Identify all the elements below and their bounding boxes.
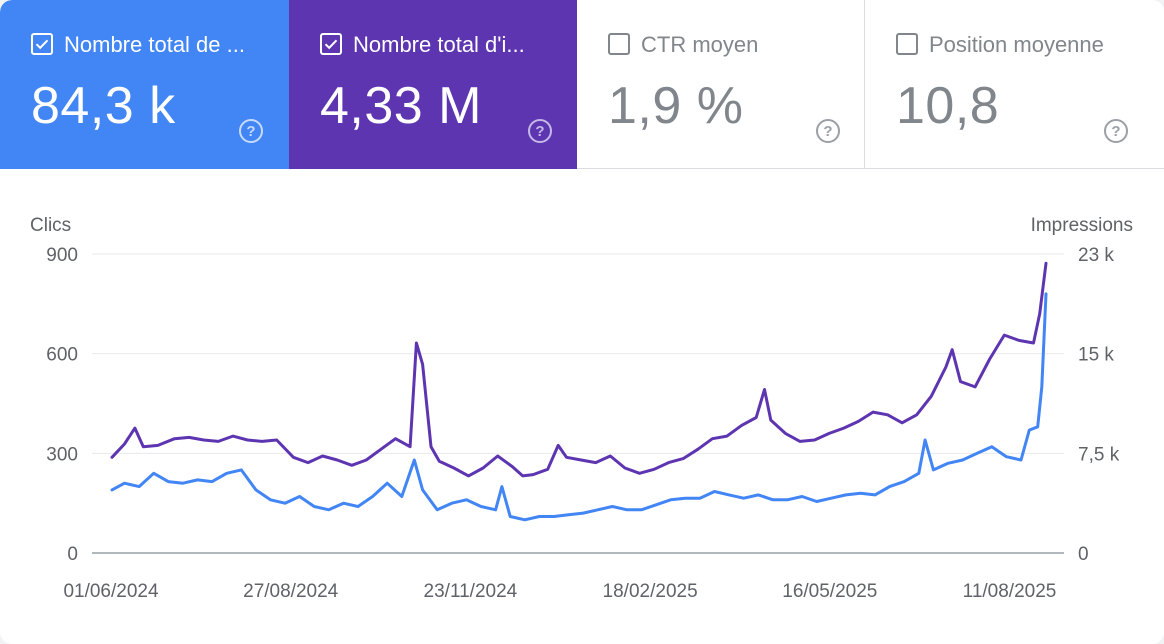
metric-tabs: Nombre total de ... 84,3 k ? Nombre tota… <box>0 0 1164 169</box>
y-right-tick-label: 23 k <box>1078 245 1114 266</box>
metric-value: 84,3 k <box>31 77 176 135</box>
svg-text:?: ? <box>535 123 544 140</box>
x-tick-label: 27/08/2024 <box>243 581 339 602</box>
y-left-tick-label: 0 <box>67 544 78 565</box>
y-axis-right-title: Impressions <box>1031 215 1133 236</box>
help-icon[interactable]: ? <box>527 118 553 144</box>
x-tick-label: 16/05/2025 <box>782 581 877 602</box>
metric-label: Position moyenne <box>929 32 1104 57</box>
metric-checkbox-ctr[interactable] <box>608 33 630 55</box>
check-icon <box>35 39 49 50</box>
clicks-series-line <box>110 292 1048 522</box>
x-tick-label: 11/08/2025 <box>963 581 1057 602</box>
metric-label: Nombre total de ... <box>64 32 245 57</box>
x-tick-label: 18/02/2025 <box>603 581 698 602</box>
performance-chart: Clics Impressions 0 0 300 7,5 k 600 15 k 900 23… <box>0 169 1164 644</box>
metric-checkbox-clicks[interactable] <box>31 33 53 55</box>
y-axis-left-title: Clics <box>30 215 71 236</box>
x-tick-label: 01/06/2024 <box>63 581 159 602</box>
metric-checkbox-impressions[interactable] <box>320 33 342 55</box>
metric-checkbox-position[interactable] <box>896 33 918 55</box>
x-tick-label: 23/11/2024 <box>424 581 518 602</box>
y-right-tick-label: 15 k <box>1078 345 1114 366</box>
metric-tab-total-clicks[interactable]: Nombre total de ... 84,3 k ? <box>0 0 289 169</box>
metric-value: 4,33 M <box>320 77 482 135</box>
metric-tab-total-impressions[interactable]: Nombre total d'i... 4,33 M ? <box>289 0 577 169</box>
metric-label: CTR moyen <box>641 32 759 57</box>
svg-text:?: ? <box>246 123 255 140</box>
help-icon[interactable]: ? <box>1103 118 1129 144</box>
y-left-tick-label: 300 <box>46 444 78 465</box>
metric-value: 10,8 <box>896 77 1000 135</box>
y-right-tick-label: 7,5 k <box>1078 444 1120 465</box>
y-right-tick-label: 0 <box>1078 544 1089 565</box>
impressions-series-line <box>110 261 1048 478</box>
help-icon[interactable]: ? <box>238 118 264 144</box>
metric-tab-average-ctr[interactable]: CTR moyen 1,9 % ? <box>577 0 865 169</box>
line-chart: Clics Impressions 0 0 300 7,5 k 600 15 k 900 23… <box>30 215 1133 602</box>
help-icon[interactable]: ? <box>815 118 841 144</box>
check-icon <box>324 39 338 50</box>
y-left-tick-label: 900 <box>46 245 78 266</box>
svg-text:?: ? <box>1111 123 1120 140</box>
svg-text:?: ? <box>823 123 832 140</box>
y-left-tick-label: 600 <box>46 345 78 366</box>
metric-tab-average-position[interactable]: Position moyenne 10,8 ? <box>865 0 1164 169</box>
metric-label: Nombre total d'i... <box>353 32 525 57</box>
metric-value: 1,9 % <box>608 77 744 135</box>
